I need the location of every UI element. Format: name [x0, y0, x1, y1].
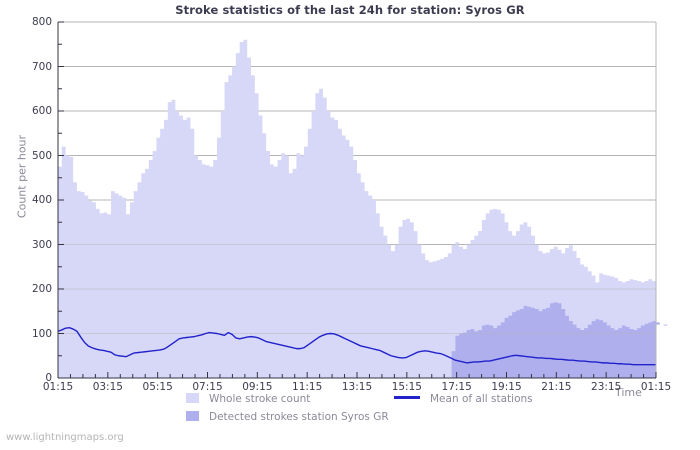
legend-swatch-whole-stroke-count — [186, 393, 199, 403]
legend-item-whole-stroke-count: Whole stroke count — [186, 393, 310, 405]
watermark: www.lightningmaps.org — [6, 432, 124, 443]
x-tick-label-12: 01:15 — [640, 381, 672, 393]
area-detected-strokes — [58, 302, 668, 378]
x-axis-label: Time — [615, 386, 642, 399]
legend-line-mean-of-all-stations — [394, 396, 420, 399]
y-tick-label-600: 600 — [31, 105, 52, 117]
area-whole-stroke-count — [58, 39, 656, 379]
legend-item-mean-of-all-stations: Mean of all stations — [394, 393, 533, 405]
y-tick-label-200: 200 — [31, 283, 52, 295]
line-mean-of-all-stations — [57, 327, 656, 366]
y-tick-label-0: 0 — [45, 372, 52, 384]
y-tick-label-700: 700 — [31, 60, 52, 73]
legend-swatch-detected-strokes — [186, 411, 199, 421]
x-tick-label-8: 17:15 — [441, 381, 472, 393]
x-tick-label-0: 01:15 — [42, 381, 74, 393]
y-tick-label-500: 500 — [31, 149, 52, 162]
legend-label-mean-of-all-stations: Mean of all stations — [430, 393, 533, 405]
x-tick-label-3: 07:15 — [192, 381, 223, 393]
y-tick-label-300: 300 — [31, 238, 52, 251]
chart-title: Stroke statistics of the last 24h for st… — [175, 3, 525, 17]
x-tick-label-7: 15:15 — [391, 381, 422, 393]
legend-label-whole-stroke-count: Whole stroke count — [209, 393, 311, 405]
x-tick-label-5: 11:15 — [292, 381, 323, 393]
x-tick-label-9: 19:15 — [491, 381, 522, 393]
y-tick-label-800: 800 — [31, 16, 52, 28]
chart-legend: Whole stroke count Mean of all stations … — [0, 392, 700, 428]
x-tick-label-4: 09:15 — [242, 381, 273, 393]
legend-item-detected-strokes: Detected strokes station Syros GR — [186, 411, 389, 423]
x-tick-label-11: 23:15 — [591, 381, 622, 393]
x-tick-label-6: 13:15 — [341, 381, 373, 393]
y-tick-label-400: 400 — [31, 194, 52, 206]
y-tick-label-100: 100 — [31, 327, 52, 340]
legend-label-detected-strokes: Detected strokes station Syros GR — [209, 411, 389, 423]
x-tick-label-1: 03:15 — [92, 381, 123, 393]
y-axis-label: Count per hour — [15, 134, 29, 219]
x-tick-label-10: 21:15 — [541, 381, 572, 393]
x-tick-label-2: 05:15 — [142, 381, 173, 393]
